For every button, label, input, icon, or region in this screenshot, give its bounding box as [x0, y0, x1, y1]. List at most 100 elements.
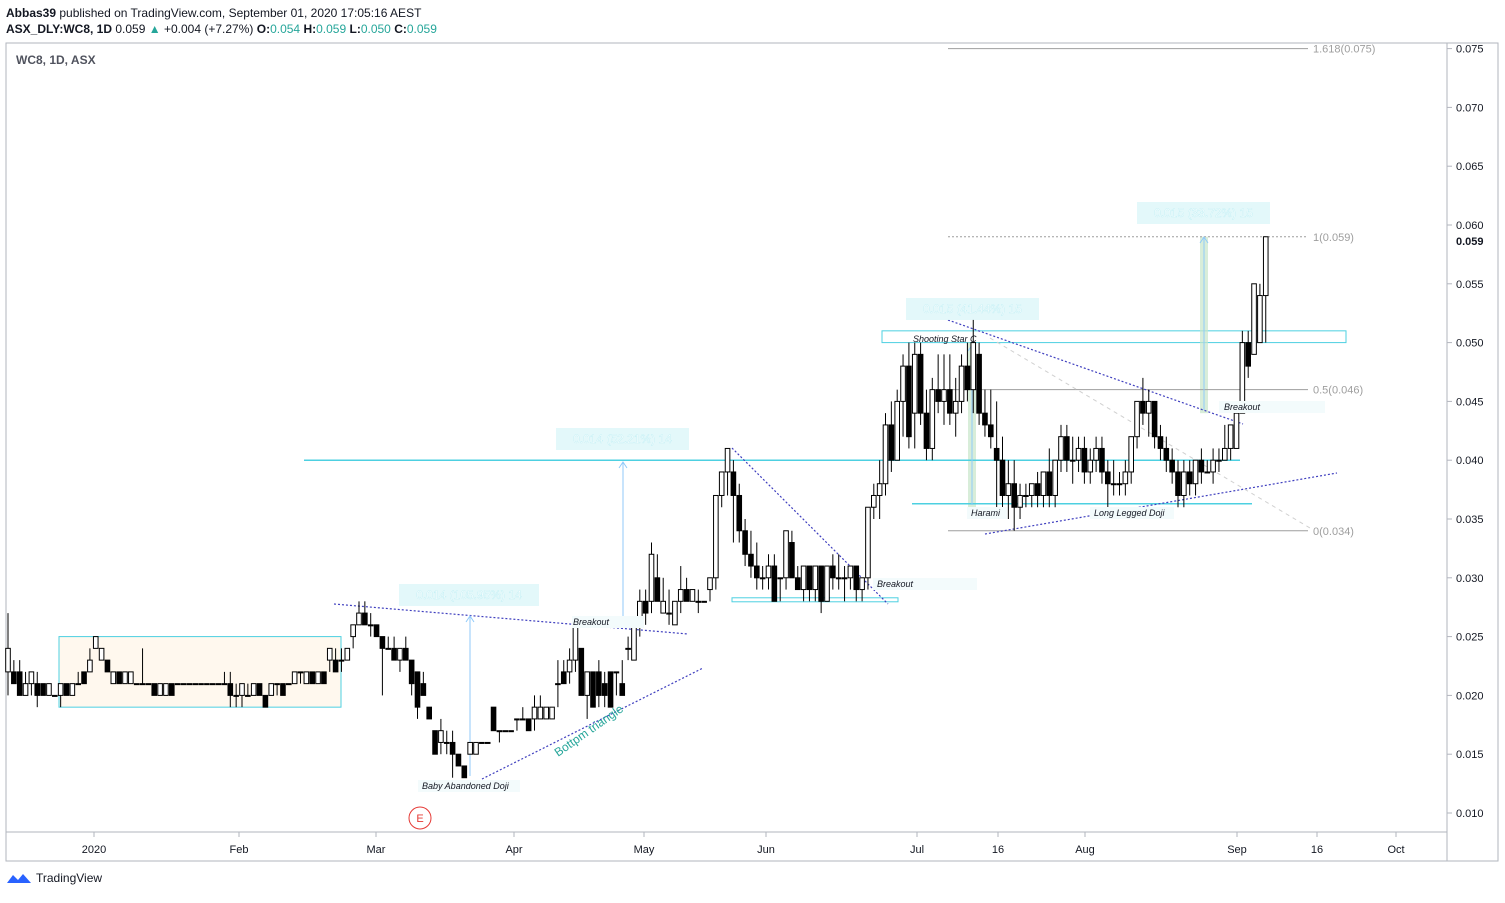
candle-down: [455, 753, 462, 767]
candle-down: [999, 459, 1006, 496]
candle-up: [75, 683, 82, 686]
fib-level-label: 1(0.059): [1313, 232, 1354, 244]
candle-down: [362, 612, 368, 626]
candle-up: [385, 647, 392, 650]
candle-down: [414, 671, 421, 708]
trend-line: [947, 319, 1244, 425]
candle-up: [1052, 459, 1058, 496]
candle-down: [794, 577, 801, 591]
candle-down: [607, 671, 614, 708]
candle-down: [1245, 342, 1252, 367]
candle-down: [169, 683, 175, 696]
candle-up: [1075, 447, 1082, 461]
candle-up: [648, 553, 655, 602]
candle-up: [198, 683, 204, 686]
trend-line: [481, 667, 704, 780]
candle-down: [151, 683, 158, 696]
candle-up: [520, 718, 526, 721]
candle-down: [1011, 483, 1018, 508]
candle-up: [1216, 459, 1222, 462]
candle-down: [1151, 400, 1158, 438]
candle-up: [1028, 483, 1035, 496]
candle-down: [104, 659, 111, 673]
candle-up: [128, 671, 134, 685]
candle-up: [958, 365, 965, 402]
candle-down: [1105, 471, 1111, 485]
candle-down: [742, 530, 748, 555]
y-tick-label: 0.010: [1456, 808, 1484, 820]
candle-up: [139, 683, 146, 686]
candle-up: [631, 624, 637, 661]
candle-down: [976, 353, 982, 414]
candle-up: [186, 683, 193, 686]
candle-down: [853, 565, 860, 591]
annotation-label: Long Legged Doji: [1094, 508, 1166, 518]
measure-label: 0.014 (52.21%) 14: [573, 432, 672, 446]
resistance-zone: [881, 330, 1347, 344]
candle-up: [508, 730, 514, 733]
candle-up: [1210, 459, 1216, 473]
candle-up: [970, 342, 977, 391]
measure-label: 0.015 (33.72%) 15: [1154, 206, 1253, 220]
fib-diagonal-line: [989, 337, 1311, 529]
close-value: 0.059: [406, 22, 437, 36]
candle-up: [707, 577, 713, 591]
annotation-label: Breakout: [877, 579, 914, 589]
candle-down: [11, 671, 17, 685]
price-change: +0.004 (+7.27%): [163, 22, 254, 36]
tradingview-brand[interactable]: TradingView: [6, 871, 102, 885]
candle-down: [988, 424, 994, 438]
candle-down: [426, 706, 432, 720]
candle-down: [748, 553, 754, 567]
candle-down: [993, 447, 1000, 461]
brand-name: TradingView: [36, 871, 103, 885]
candle-down: [806, 565, 813, 591]
publisher-name[interactable]: Abbas39: [6, 6, 57, 20]
last-price: 0.059: [115, 22, 146, 36]
earnings-marker-label: E: [416, 813, 423, 825]
candle-up: [473, 741, 479, 755]
y-tick-label: 0.045: [1456, 396, 1484, 408]
candle-up: [87, 659, 93, 673]
candle-up: [496, 730, 503, 733]
candle-up: [812, 565, 819, 591]
candle-up: [701, 600, 707, 603]
x-tick-label: Mar: [367, 844, 386, 856]
candle-down: [683, 589, 690, 602]
x-tick-label: May: [634, 844, 655, 856]
candle-up: [133, 683, 140, 686]
candle-up: [695, 600, 702, 603]
candle-up: [98, 647, 105, 661]
candle-up: [537, 706, 544, 720]
y-tick-label: 0.050: [1456, 338, 1484, 350]
candle-up: [1005, 483, 1012, 496]
measure-arrowhead: [618, 461, 628, 469]
candle-down: [420, 683, 427, 696]
candle-up: [660, 600, 667, 614]
annotation-bg: [873, 578, 977, 590]
candle-up: [759, 577, 766, 580]
candle-down: [596, 671, 602, 696]
candle-up: [859, 577, 865, 591]
candle-up: [911, 353, 918, 414]
candle-up: [824, 565, 830, 602]
annotation-label: Bottpm triangle: [552, 702, 626, 760]
measure-label-box: [556, 428, 689, 450]
x-tick-label: Sep: [1227, 844, 1247, 856]
candle-down: [1198, 459, 1205, 473]
fib-level-label: 1.618(0.075): [1313, 44, 1375, 56]
candle-up: [209, 683, 216, 686]
publish-line: Abbas39 published on TradingView.com, Se…: [6, 6, 421, 20]
candle-up: [841, 577, 848, 580]
earnings-marker-icon: [408, 806, 432, 830]
ohlc-line: ASX_DLY:WC8, 1D 0.059 ▲ +0.004 (+7.27%) …: [6, 22, 437, 36]
candle-down: [923, 412, 930, 449]
candle-down: [227, 683, 234, 696]
trend-line: [731, 447, 889, 605]
candle-up: [543, 706, 550, 720]
candle-down: [1081, 447, 1088, 473]
candle-up: [250, 683, 257, 696]
candle-down: [1186, 471, 1193, 485]
